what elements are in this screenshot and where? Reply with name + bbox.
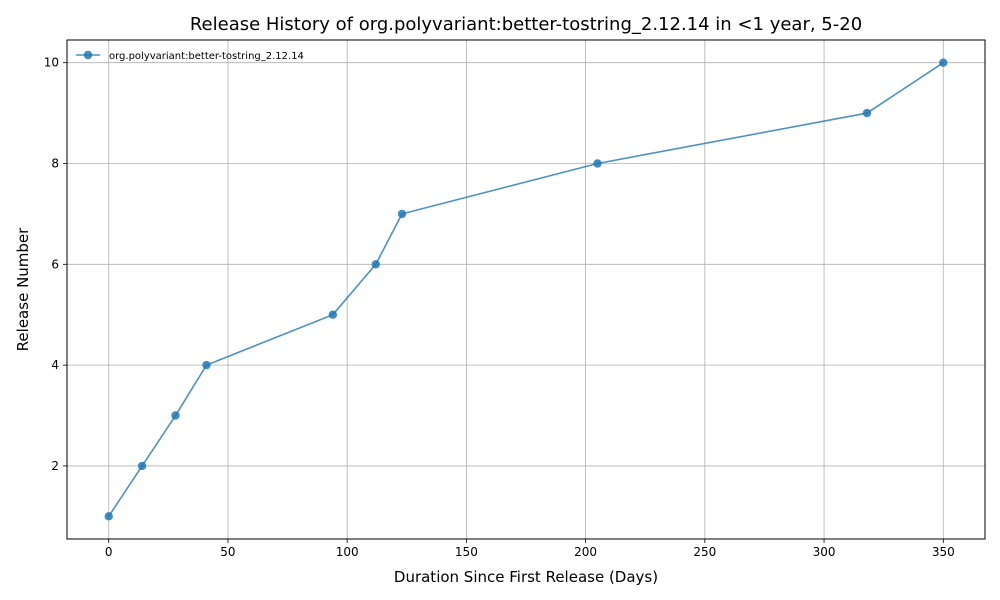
data-point (862, 108, 872, 118)
series-layer (104, 58, 948, 521)
data-point (137, 461, 147, 471)
axis-ticks: 0 50 100 150 200 250 300 350 2 4 6 8 10 (44, 56, 955, 559)
x-tick-label: 0 (105, 545, 113, 559)
x-tick-label: 150 (455, 545, 478, 559)
x-tick-label: 350 (932, 545, 955, 559)
grid-lines (67, 40, 985, 539)
x-tick-label: 50 (220, 545, 235, 559)
data-point (371, 260, 380, 269)
legend: org.polyvariant:better-tostring_2.12.14 (76, 50, 304, 62)
data-point (202, 360, 211, 370)
data-point (328, 310, 338, 319)
legend-label: org.polyvariant:better-tostring_2.12.14 (109, 51, 304, 62)
series-line (108, 62, 944, 517)
y-tick-label: 6 (51, 257, 59, 271)
y-axis-label: Release Number (14, 227, 32, 351)
y-tick-label: 2 (51, 459, 59, 473)
axes-frame (66, 39, 986, 540)
data-point (939, 58, 948, 67)
data-point (171, 411, 180, 420)
x-tick-label: 200 (574, 545, 597, 559)
data-point (593, 159, 602, 168)
data-point (104, 512, 113, 521)
legend-marker (83, 50, 93, 60)
y-tick-label: 8 (51, 156, 59, 170)
x-tick-label: 250 (693, 545, 716, 559)
x-axis-label: Duration Since First Release (Days) (394, 568, 658, 586)
data-point (397, 209, 407, 219)
x-tick-label: 300 (813, 545, 836, 559)
y-tick-label: 10 (44, 56, 59, 70)
chart-title: Release History of org.polyvariant:bette… (190, 14, 862, 35)
x-tick-label: 100 (336, 545, 359, 559)
y-tick-label: 4 (51, 358, 59, 372)
